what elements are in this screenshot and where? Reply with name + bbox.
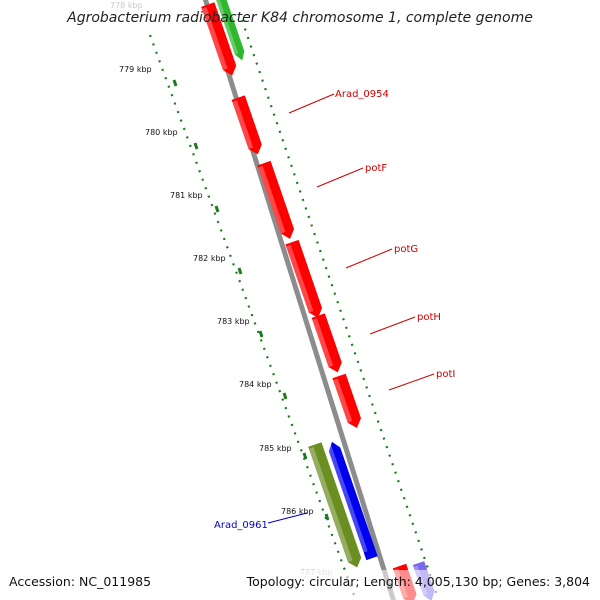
gene-arrow-top-body [201, 2, 237, 76]
gene-label: potI [436, 369, 455, 380]
gene-label-connector [267, 512, 308, 524]
gene-arrow-poth-highlight [312, 318, 334, 368]
gene-label: potH [417, 312, 441, 323]
major-tick [258, 330, 264, 338]
footer-band [0, 570, 600, 600]
gene-label-connector [388, 373, 435, 391]
gene-arrow-arad-0961 [326, 441, 378, 561]
olive-feature-arrow-highlight [308, 447, 353, 563]
ruler-label: 782 kbp [193, 254, 226, 263]
gene-label-connector [288, 93, 335, 114]
gene-arrow-poti-body [332, 373, 361, 429]
gene-arrow-top [201, 2, 237, 76]
gene-label: Arad_0961 [214, 520, 268, 531]
gene-arrow-arad-0954 [231, 95, 262, 155]
major-tick [193, 142, 199, 150]
gene-arrow-arad-0961-body [328, 441, 378, 561]
gene-label: potG [394, 244, 418, 255]
gene-arrow-arad-0954-highlight [232, 100, 254, 150]
gene-arrow-poti [332, 373, 361, 429]
major-tick [282, 392, 288, 400]
gene-label: potF [365, 163, 387, 174]
olive-feature-arrow-body [308, 442, 362, 568]
gene-arrow-potg [285, 239, 323, 318]
gene-label-connector [369, 316, 416, 335]
gene-arrow-potf-body [257, 160, 295, 239]
major-tick [214, 205, 220, 213]
gene-arrow-potf-highlight [258, 165, 286, 234]
gene-arrow-arad-0961-highlight [326, 444, 368, 553]
gene-arrow-arad-0954-body [231, 95, 262, 155]
gene-arrow-top-highlight [201, 7, 228, 71]
gene-arrow-poti-highlight [333, 378, 353, 423]
gene-arrow-potf [257, 160, 295, 239]
olive-feature-arrow [308, 442, 362, 568]
green-feature-arrow [213, 0, 245, 61]
gene-arrow-potg-highlight [286, 244, 314, 313]
ruler-label: 786 kbp [281, 507, 314, 516]
ruler-label: 780 kbp [145, 128, 178, 137]
ruler-label: 779 kbp [119, 65, 152, 74]
ruler-label: 784 kbp [239, 380, 272, 389]
ruler-label: 781 kbp [170, 191, 203, 200]
inner-ruler-ticks [148, 34, 357, 599]
map-title: Agrobacterium radiobacter K84 chromosome… [67, 10, 533, 26]
ruler-label: 783 kbp [217, 317, 250, 326]
genome-backbone [202, 0, 397, 600]
gene-arrow-potg-body [285, 239, 323, 318]
gene-label-connector [345, 248, 393, 269]
green-feature-arrow-body [213, 0, 245, 61]
gene-label-connector [316, 167, 364, 188]
gene-arrow-poth [311, 313, 342, 373]
gene-arrow-poth-body [311, 313, 342, 373]
major-tick [324, 513, 330, 521]
accession-text: Accession: NC_011985 [9, 574, 152, 589]
major-tick [302, 452, 308, 460]
ruler-label: 778 kbp [110, 1, 143, 10]
ruler-label: 785 kbp [259, 444, 292, 453]
green-feature-arrow-highlight [213, 0, 239, 55]
major-tick [237, 267, 243, 275]
genome-summary-text: Topology: circular; Length: 4,005,130 bp… [246, 574, 590, 589]
gene-label: Arad_0954 [335, 89, 389, 100]
major-tick [172, 79, 178, 87]
